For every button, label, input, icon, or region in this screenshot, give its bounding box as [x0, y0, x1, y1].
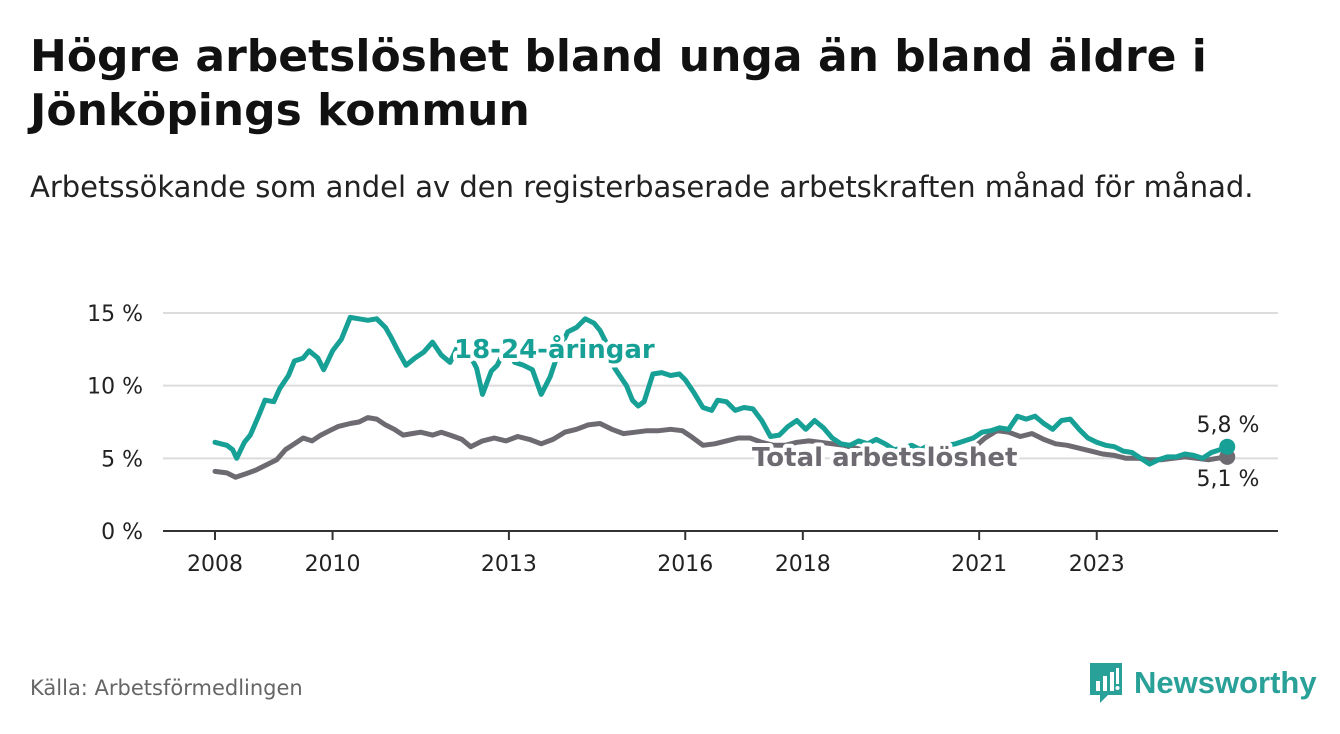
x-tick-label: 2013 [481, 552, 537, 577]
x-axis-ticks: 2008 2010 2013 2016 2018 2021 2023 [187, 531, 1125, 577]
x-tick-label: 2016 [657, 552, 713, 577]
newsworthy-logo-icon [1090, 663, 1122, 703]
x-tick-label: 2018 [775, 552, 831, 577]
x-tick-label: 2010 [305, 552, 361, 577]
end-point-youth [1219, 438, 1236, 455]
end-value-youth: 5,8 % [1197, 413, 1260, 438]
series-label-total-halo: Total arbetslöshet [752, 443, 1017, 473]
brand-name: Newsworthy [1134, 665, 1317, 700]
series-lines [212, 314, 1236, 480]
y-tick-label: 5 % [101, 447, 143, 472]
line-chart: 0 %5 %10 %15 % 2008 2010 2013 2016 2018 2021 2… [87, 302, 1278, 577]
series-line-youth [212, 314, 1230, 467]
y-tick-label: 0 % [101, 520, 143, 545]
end-value-total: 5,1 % [1197, 467, 1260, 492]
series-label-youth: 18-24-åringar [454, 333, 655, 365]
brand-logo[interactable]: Newsworthy [1088, 660, 1317, 706]
y-axis-ticks: 0 % 5 % 10 % 15 % [87, 302, 143, 545]
y-tick-label: 10 % [87, 375, 143, 400]
x-tick-label: 2021 [951, 552, 1007, 577]
x-tick-label: 2023 [1069, 552, 1125, 577]
series-label-total: Total arbetslöshet [752, 443, 1017, 473]
gridlines [163, 312, 1278, 532]
x-tick-label: 2008 [187, 552, 243, 577]
source-note: Källa: Arbetsförmedlingen [30, 676, 303, 700]
chart-subtitle: Arbetssökande som andel av den registerb… [30, 170, 1254, 204]
chart-title: Högre arbetslöshet bland unga än bland ä… [30, 31, 1207, 136]
series-label-youth-halo: 18-24-åringar [454, 333, 655, 365]
series-line-total [212, 415, 1230, 480]
y-tick-label: 15 % [87, 302, 143, 327]
